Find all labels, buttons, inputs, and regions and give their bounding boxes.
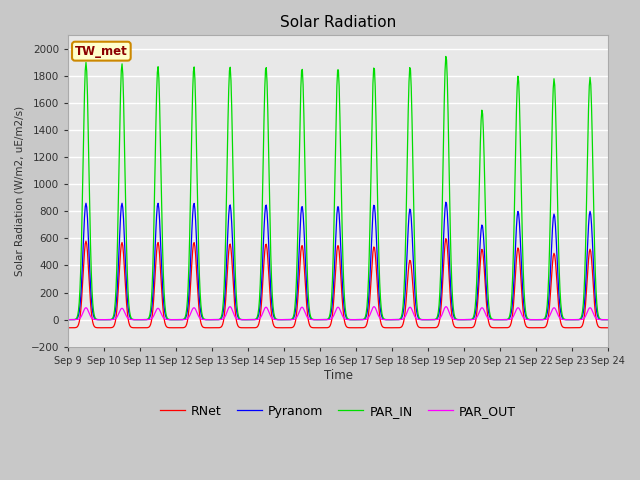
Legend: RNet, Pyranom, PAR_IN, PAR_OUT: RNet, Pyranom, PAR_IN, PAR_OUT (155, 400, 521, 423)
PAR_IN (74, 312, 81, 318)
PAR_IN (404, 144, 412, 149)
PAR_IN (442, 54, 450, 60)
Pyranom (213, 317, 221, 323)
RNet (64, 325, 72, 331)
Line: PAR_OUT: PAR_OUT (68, 307, 608, 320)
RNet (404, 278, 412, 284)
Pyranom (64, 317, 72, 323)
PAR_IN (129, 317, 137, 323)
PAR_OUT (64, 317, 72, 323)
PAR_OUT (442, 304, 450, 310)
RNet (419, 325, 427, 331)
PAR_OUT (184, 315, 192, 321)
Pyranom (404, 241, 412, 247)
Line: RNet: RNet (68, 239, 608, 328)
PAR_IN (184, 283, 192, 289)
Line: Pyranom: Pyranom (68, 202, 608, 320)
PAR_OUT (129, 317, 137, 323)
RNet (74, 324, 81, 329)
PAR_OUT (213, 317, 221, 323)
PAR_OUT (604, 317, 612, 323)
PAR_IN (64, 317, 72, 323)
PAR_IN (604, 317, 612, 323)
Pyranom (442, 199, 450, 205)
PAR_OUT (74, 316, 81, 322)
PAR_IN (419, 317, 427, 323)
Pyranom (184, 301, 192, 307)
PAR_OUT (419, 317, 427, 323)
PAR_IN (213, 317, 221, 323)
Y-axis label: Solar Radiation (W/m2, uE/m2/s): Solar Radiation (W/m2, uE/m2/s) (15, 106, 25, 276)
Title: Solar Radiation: Solar Radiation (280, 15, 396, 30)
X-axis label: Time: Time (323, 369, 353, 382)
Pyranom (419, 317, 427, 323)
Text: TW_met: TW_met (75, 45, 128, 58)
RNet (184, 313, 192, 319)
Pyranom (74, 315, 81, 321)
Pyranom (129, 317, 137, 323)
RNet (213, 325, 221, 331)
Line: PAR_IN: PAR_IN (68, 57, 608, 320)
RNet (604, 325, 612, 331)
RNet (442, 236, 450, 241)
PAR_OUT (404, 308, 412, 314)
RNet (129, 325, 137, 331)
Pyranom (604, 317, 612, 323)
